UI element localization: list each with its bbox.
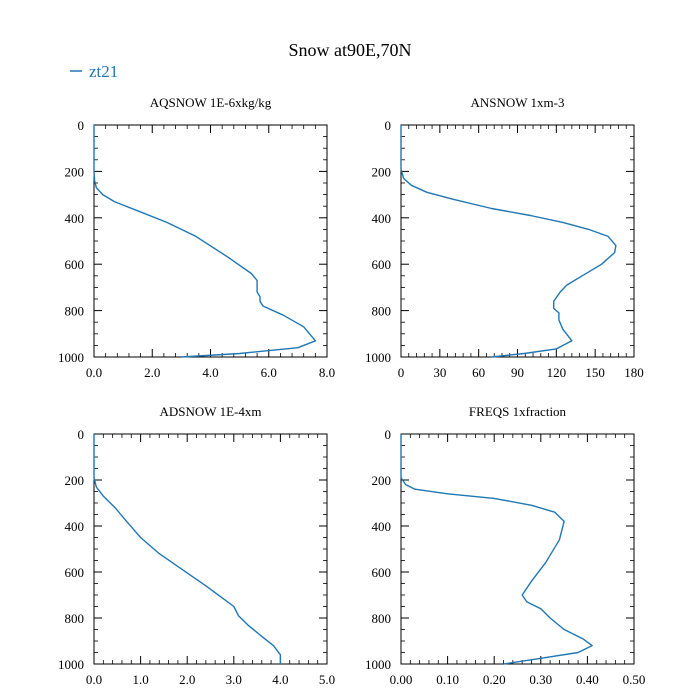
panel-4: FREQS 1xfraction 0.00 0.10 0.20 0.30 0.40 0.50… bbox=[365, 404, 645, 687]
panel-title: FREQS 1xfraction bbox=[469, 404, 567, 419]
y-tick-label: 800 bbox=[372, 304, 392, 319]
panel-1: AQSNOW 1E-6xkg/kg 0.0 2.0 4.0 6.0 8.0 0 200 400 6… bbox=[58, 95, 335, 380]
panels: AQSNOW 1E-6xkg/kg 0.0 2.0 4.0 6.0 8.0 0 200 400 6… bbox=[58, 95, 645, 687]
x-tick-label: 30 bbox=[433, 365, 446, 380]
x-tick-label: 0.00 bbox=[390, 672, 413, 687]
x-tick-label: 3.0 bbox=[226, 672, 242, 687]
y-tick-label: 800 bbox=[372, 611, 392, 626]
x-tick-label: 0.20 bbox=[483, 672, 506, 687]
x-tick-label: 90 bbox=[511, 365, 524, 380]
x-tick-label: 1.0 bbox=[132, 672, 148, 687]
y-tick-label: 800 bbox=[65, 611, 85, 626]
x-tick-label: 0.40 bbox=[576, 672, 599, 687]
series-line-zt21 bbox=[400, 125, 617, 358]
x-tick-label: 4.0 bbox=[272, 672, 288, 687]
y-tick-label: 400 bbox=[372, 211, 392, 226]
x-tick-label: 2.0 bbox=[144, 365, 160, 380]
y-tick-label: 400 bbox=[65, 211, 85, 226]
y-tick-label: 600 bbox=[65, 565, 85, 580]
y-tick-label: 1000 bbox=[365, 350, 391, 365]
panel-title: ADSNOW 1E-4xm bbox=[160, 404, 262, 419]
panel-title: ANSNOW 1xm-3 bbox=[470, 95, 564, 110]
x-tick-label: 8.0 bbox=[319, 365, 335, 380]
panel-title: AQSNOW 1E-6xkg/kg bbox=[150, 95, 272, 110]
y-tick-label: 1000 bbox=[58, 350, 84, 365]
x-tick-label: 0.50 bbox=[623, 672, 646, 687]
x-tick-label: 0.0 bbox=[86, 672, 102, 687]
legend-label: zt21 bbox=[89, 62, 118, 81]
panel-3: ADSNOW 1E-4xm 0.0 1.0 2.0 3.0 4.0 5.0 0 200 400 60… bbox=[58, 404, 335, 687]
y-tick-label: 400 bbox=[65, 519, 85, 534]
panel-2: ANSNOW 1xm-3 0 30 60 90 120 150 180 0 200 400 600 80… bbox=[365, 95, 644, 380]
y-tick-label: 600 bbox=[372, 565, 392, 580]
x-tick-label: 0.0 bbox=[86, 365, 102, 380]
y-tick-label: 1000 bbox=[365, 657, 391, 672]
x-tick-label: 0.10 bbox=[436, 672, 459, 687]
y-tick-label: 200 bbox=[65, 164, 85, 179]
x-tick-label: 150 bbox=[585, 365, 605, 380]
y-tick-label: 200 bbox=[65, 473, 85, 488]
y-tick-label: 1000 bbox=[58, 657, 84, 672]
plot-frame bbox=[93, 433, 328, 665]
y-tick-label: 800 bbox=[65, 304, 85, 319]
plot-frame bbox=[93, 124, 328, 358]
figure-title: Snow at90E,70N bbox=[289, 40, 412, 60]
y-tick-label: 0 bbox=[78, 118, 85, 133]
series-line-zt21 bbox=[93, 434, 282, 664]
y-tick-label: 0 bbox=[78, 427, 85, 442]
x-tick-label: 6.0 bbox=[261, 365, 277, 380]
series-line-zt21 bbox=[400, 434, 593, 665]
legend: zt21 bbox=[70, 62, 118, 81]
y-tick-label: 600 bbox=[65, 257, 85, 272]
y-tick-label: 200 bbox=[372, 164, 392, 179]
series-line-zt21 bbox=[93, 125, 317, 358]
x-tick-label: 2.0 bbox=[179, 672, 195, 687]
x-tick-label: 4.0 bbox=[202, 365, 218, 380]
x-tick-label: 180 bbox=[624, 365, 644, 380]
x-tick-label: 0 bbox=[398, 365, 405, 380]
y-tick-label: 0 bbox=[385, 427, 392, 442]
y-tick-label: 600 bbox=[372, 257, 392, 272]
x-tick-label: 0.30 bbox=[529, 672, 552, 687]
plot-frame bbox=[400, 124, 635, 358]
y-tick-label: 200 bbox=[372, 473, 392, 488]
y-tick-label: 0 bbox=[385, 118, 392, 133]
x-tick-label: 60 bbox=[472, 365, 485, 380]
plot-frame bbox=[400, 433, 635, 665]
y-tick-label: 400 bbox=[372, 519, 392, 534]
x-tick-label: 5.0 bbox=[319, 672, 335, 687]
x-tick-label: 120 bbox=[547, 365, 567, 380]
